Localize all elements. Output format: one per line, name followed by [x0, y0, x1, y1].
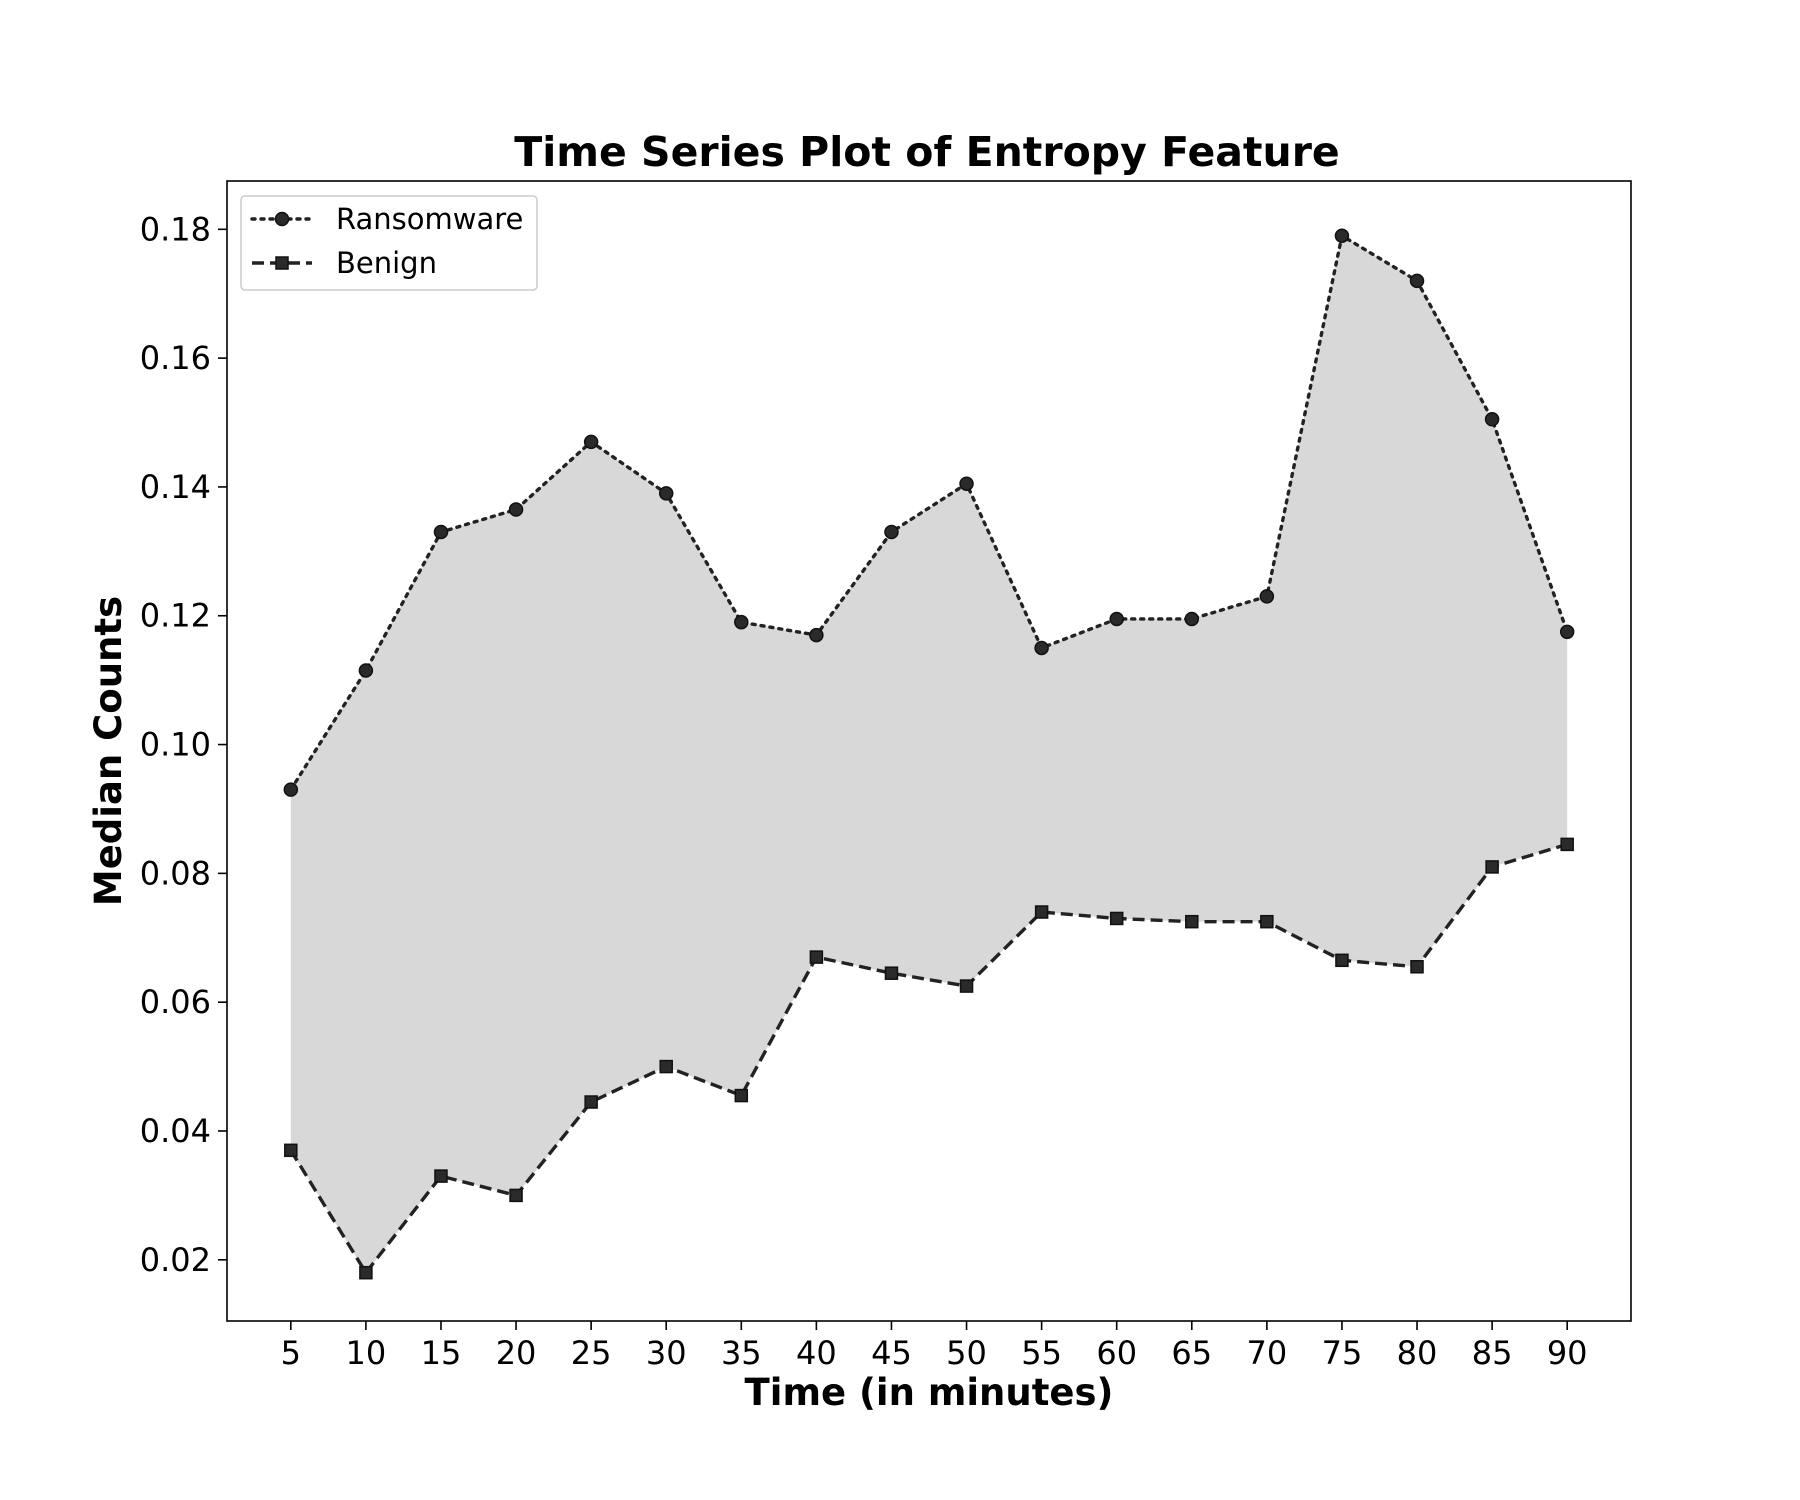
- x-tick-label: 5: [281, 1334, 301, 1372]
- y-tick-label: 0.14: [140, 468, 211, 506]
- benign-point: [734, 1088, 749, 1103]
- x-tick-label: 85: [1472, 1334, 1513, 1372]
- y-tick-label: 0.10: [140, 726, 211, 764]
- legend-benign-label: Benign: [336, 246, 437, 280]
- benign-point: [884, 966, 899, 980]
- ransomware-point: [508, 502, 524, 517]
- y-axis-ticks: 0.02 0.04 0.06 0.08 0.10 0.12 0.14 0.16 0.18: [140, 210, 227, 1279]
- fill-between-area: [290, 235, 1568, 1273]
- ransomware-point: [1484, 412, 1500, 427]
- legend: Ransomware Benign: [240, 195, 538, 291]
- ransomware-point: [433, 524, 449, 540]
- chart-title: Time Series Plot of Entropy Feature: [514, 128, 1340, 176]
- benign-point: [1485, 860, 1499, 874]
- ransomware-point: [658, 486, 674, 501]
- ransomware-series-line: [289, 233, 1569, 792]
- x-tick-label: 60: [1096, 1334, 1137, 1372]
- y-tick-label: 0.16: [140, 339, 211, 377]
- x-tick-label: 40: [796, 1334, 837, 1372]
- x-tick-label: 45: [871, 1334, 912, 1372]
- x-tick-label: 70: [1247, 1334, 1288, 1372]
- x-tick-label: 20: [496, 1334, 537, 1372]
- plot-frame: [226, 180, 1632, 1322]
- ransomware-point: [1334, 228, 1350, 243]
- x-tick-label: 15: [421, 1334, 462, 1372]
- legend-benign-marker: [275, 256, 289, 270]
- benign-point: [659, 1059, 673, 1074]
- benign-point: [509, 1188, 523, 1203]
- benign-point: [809, 950, 824, 964]
- x-tick-label: 75: [1322, 1334, 1363, 1372]
- benign-point: [584, 1095, 598, 1109]
- benign-point: [959, 979, 974, 993]
- ransomware-point: [1184, 611, 1200, 627]
- benign-point: [1185, 914, 1199, 929]
- benign-point: [1109, 911, 1124, 926]
- ransomware-point: [1409, 273, 1425, 289]
- benign-point: [1034, 905, 1049, 919]
- ransomware-point: [959, 476, 974, 491]
- ransomware-point: [358, 663, 374, 678]
- benign-point: [284, 1143, 298, 1158]
- legend-ransomware-label: Ransomware: [336, 202, 523, 236]
- series-layer: [283, 228, 1575, 1280]
- ransomware-point: [809, 627, 824, 643]
- x-tick-label: 35: [721, 1334, 762, 1372]
- x-axis-ticks: 5 10 15 20 25 30 35 40 45 50 55 60 65 70 75 80 85 90: [281, 1321, 1588, 1372]
- benign-point: [1260, 914, 1274, 929]
- x-tick-label: 10: [346, 1334, 387, 1372]
- x-tick-label: 55: [1021, 1334, 1062, 1372]
- y-tick-label: 0.18: [140, 210, 211, 248]
- benign-point: [1560, 837, 1574, 852]
- legend-ransomware-marker: [274, 211, 290, 227]
- x-tick-label: 30: [646, 1334, 687, 1372]
- legend-box: [240, 195, 538, 291]
- ransomware-point: [1559, 624, 1575, 640]
- ransomware-point: [1109, 611, 1124, 627]
- x-tick-label: 65: [1171, 1334, 1212, 1372]
- x-tick-label: 90: [1547, 1334, 1588, 1372]
- y-tick-label: 0.08: [140, 854, 211, 892]
- y-axis-label: Median Counts: [87, 596, 130, 906]
- benign-series-line: [289, 842, 1568, 1276]
- y-tick-label: 0.12: [140, 597, 211, 635]
- x-tick-label: 25: [571, 1334, 612, 1372]
- benign-point: [1410, 960, 1424, 974]
- x-tick-label: 50: [946, 1334, 987, 1372]
- y-tick-label: 0.04: [140, 1112, 211, 1150]
- ransomware-point: [1259, 589, 1275, 604]
- ransomware-point: [283, 782, 299, 797]
- benign-point: [434, 1169, 448, 1183]
- ransomware-point: [1034, 640, 1049, 656]
- ransomware-point: [734, 614, 749, 630]
- x-tick-label: 80: [1397, 1334, 1438, 1372]
- benign-point: [1335, 953, 1349, 968]
- x-axis-label: Time (in minutes): [745, 1371, 1114, 1414]
- y-tick-label: 0.06: [140, 983, 211, 1021]
- ransomware-point: [583, 434, 599, 450]
- ransomware-point: [884, 524, 899, 540]
- benign-point: [359, 1265, 373, 1280]
- y-tick-label: 0.02: [140, 1241, 211, 1279]
